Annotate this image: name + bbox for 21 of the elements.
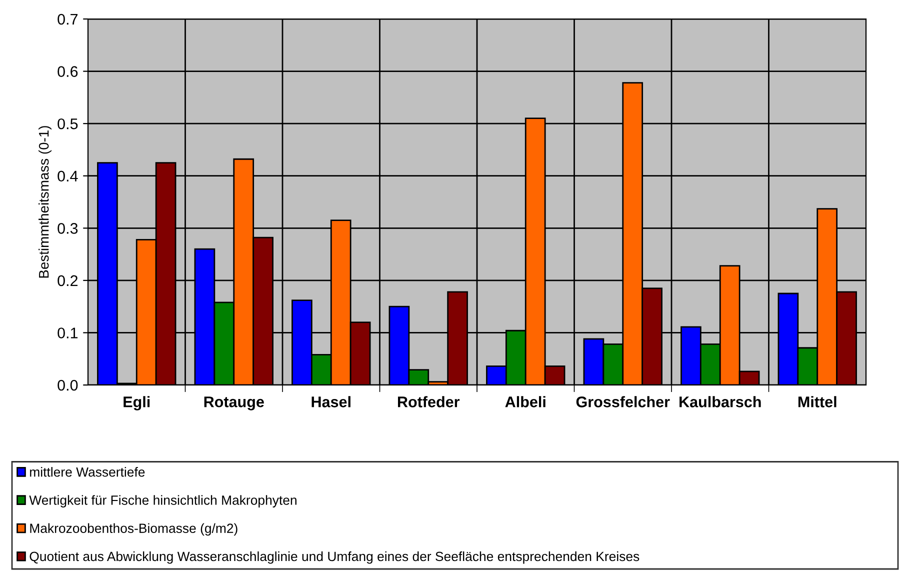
y-tick-label: 0.0 [58,380,78,391]
x-tick-label: Mittel [798,396,836,408]
legend-label: Wertigkeit für Fische hinsichtlich Makrophyten [29,495,296,508]
x-tick-label: Kaulbarsch [680,396,761,408]
x-tick-label: Rotauge [204,396,264,410]
legend-label: Quotient aus Abwicklung Wasseranschlaglinie und Umfang eines der Seefläche entsprechenden Kreises [30,551,640,564]
x-tick-label: Hasel [312,396,350,408]
y-tick-label: 0.6 [58,66,78,77]
legend-label: mittlere Wassertiefe [30,467,145,477]
x-tick-label: Albeli [505,396,546,408]
x-tick-label: Egli [124,396,150,410]
y-axis-title: Bestimmtheitsmass (0-1) [38,126,52,278]
x-tick-label: Rotfeder [398,396,460,408]
y-tick-label: 0.4 [58,170,78,182]
y-tick-label: 0.7 [58,14,78,25]
y-tick-label: 0.2 [58,275,78,286]
x-tick-label: Grossfelcher [576,396,670,408]
legend-label: Makrozoobenthos-Biomasse (g/m2) [30,523,238,536]
y-tick-label: 0.5 [58,118,78,130]
y-tick-label: 0.3 [58,223,78,234]
y-tick-label: 0.1 [58,328,78,338]
